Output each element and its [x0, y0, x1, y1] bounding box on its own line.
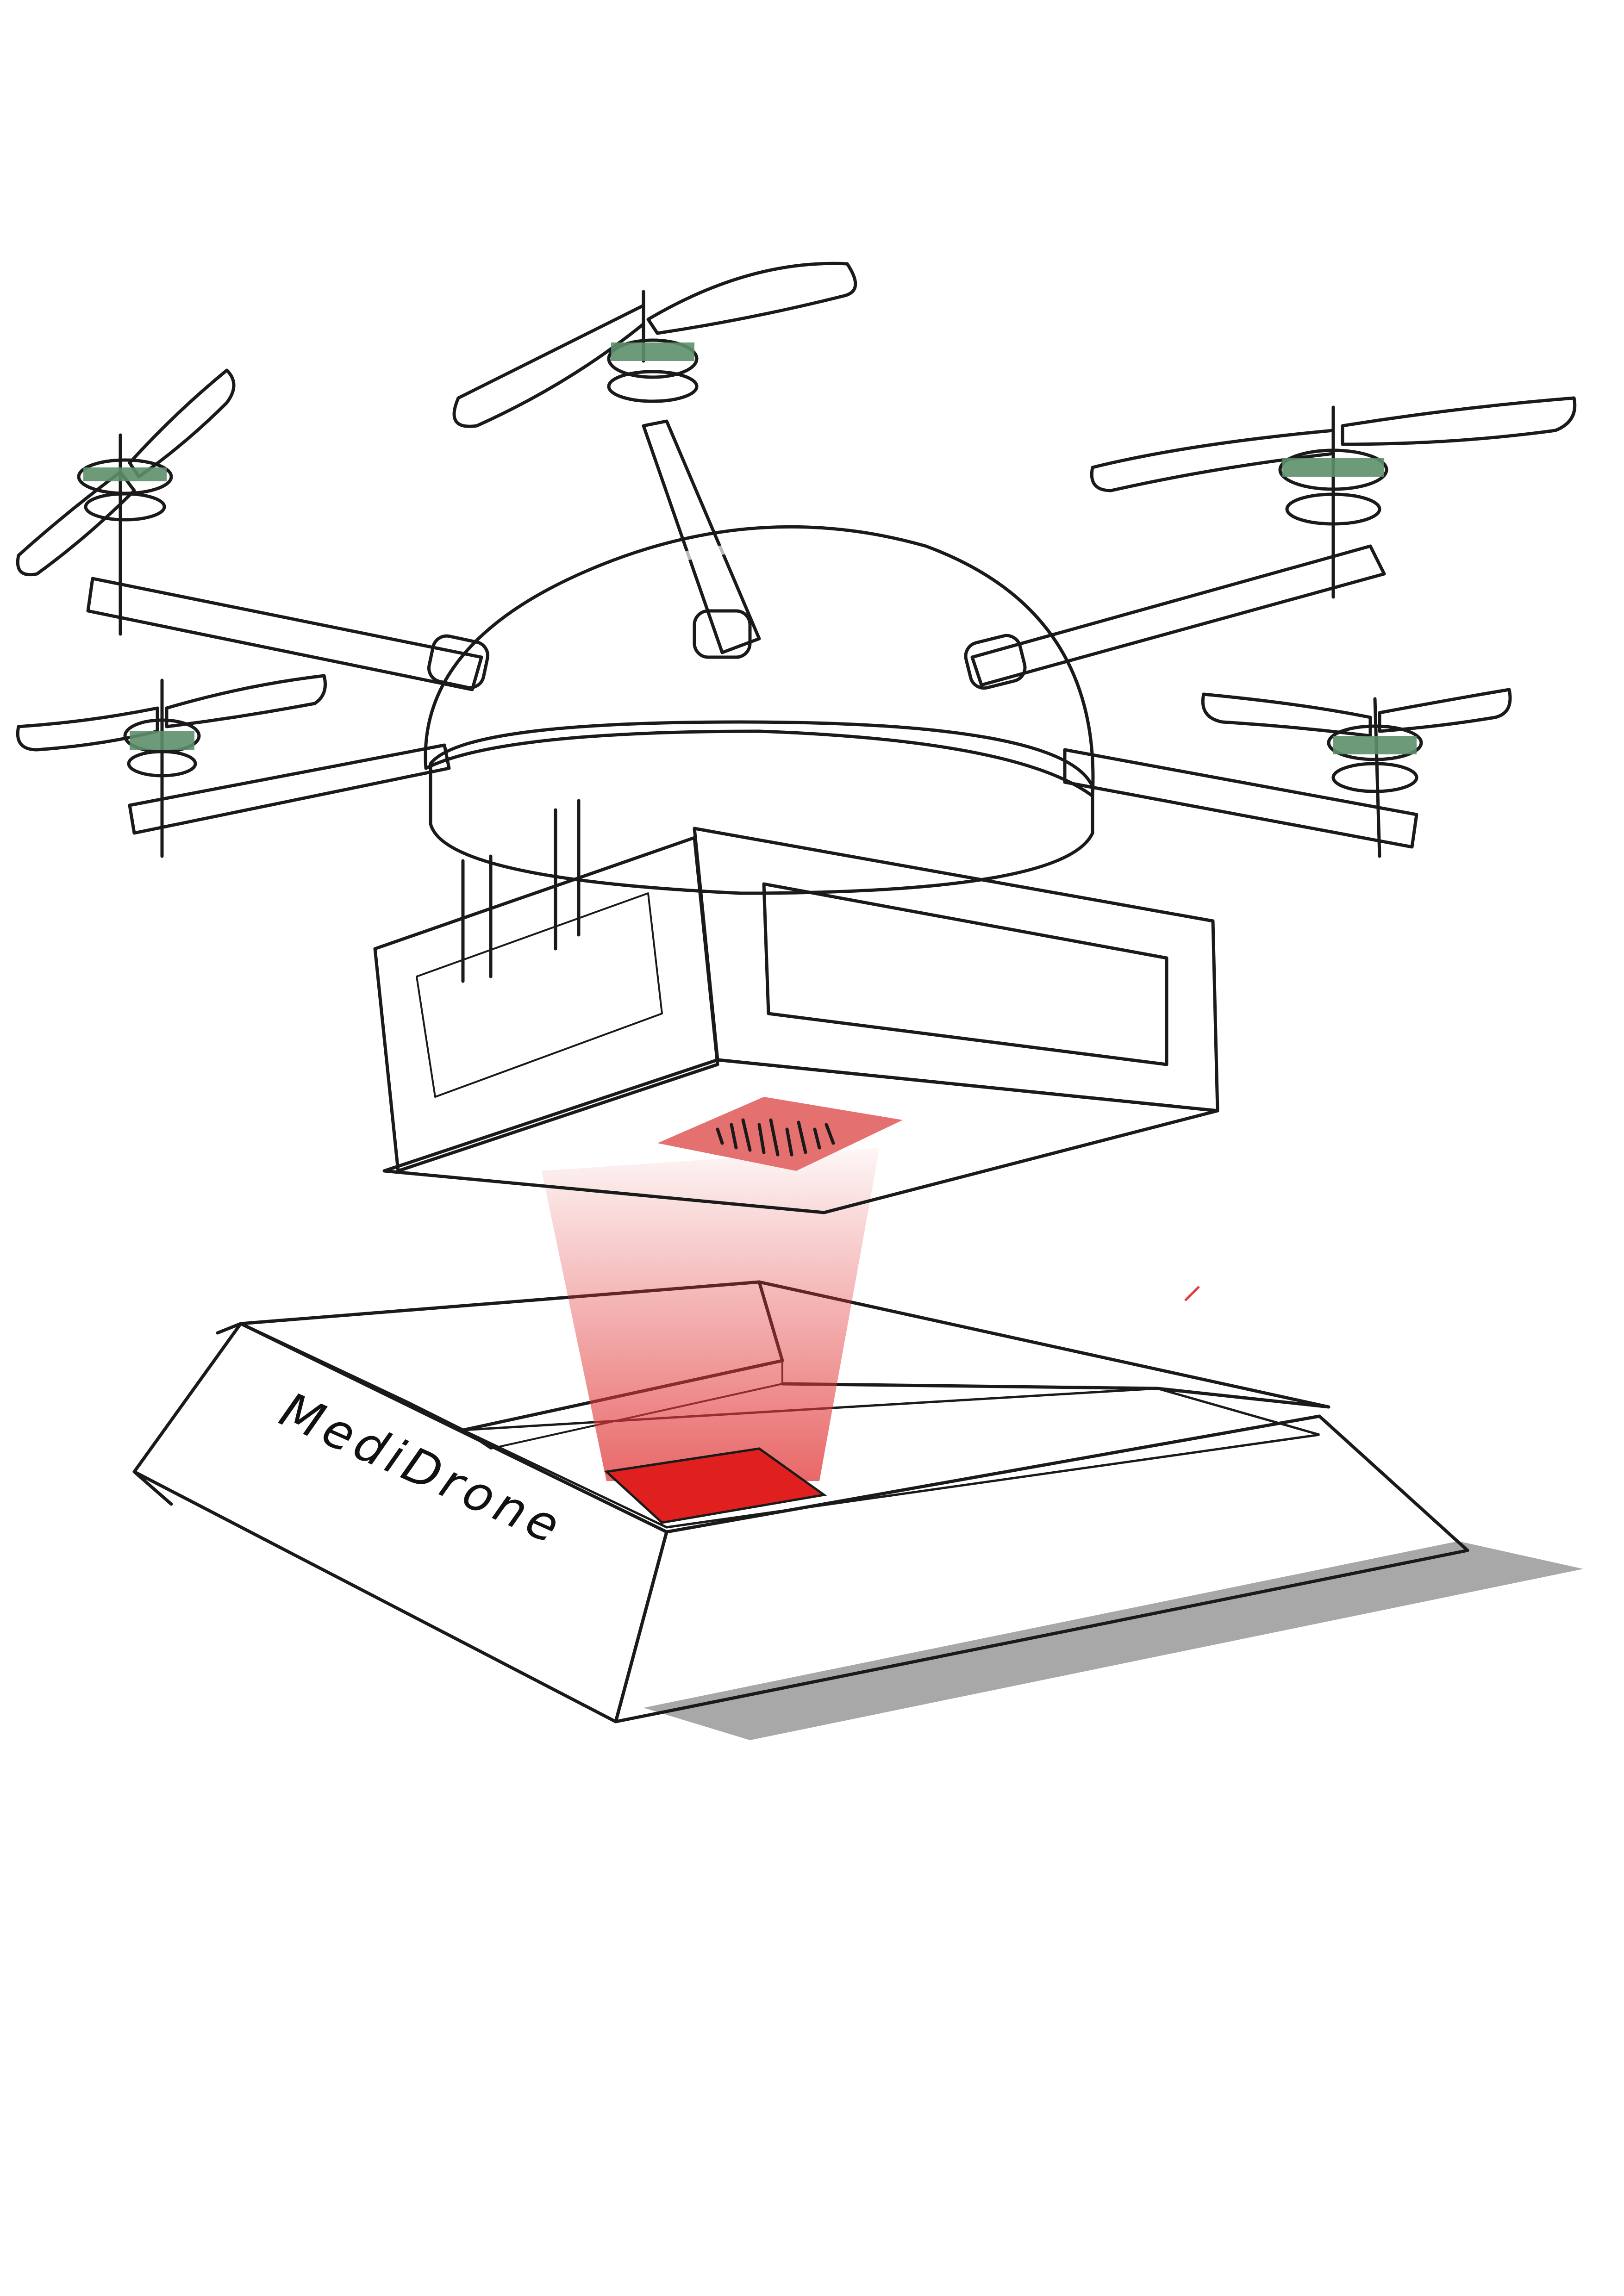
scanner-beam [542, 1148, 880, 1524]
payload-front-window [762, 882, 1168, 1066]
box-shadow [643, 1541, 1583, 1740]
payload-left-window [416, 892, 663, 1098]
barcode-icon [657, 1097, 903, 1171]
target-pad [604, 1447, 827, 1524]
brand-label: MediDrone [272, 1381, 572, 1556]
arm-left-lower [128, 743, 451, 835]
payload-underside [382, 1058, 1219, 1214]
arm-right-upper [970, 544, 1386, 687]
arm-left-upper [86, 577, 483, 691]
propeller-icon [452, 261, 857, 428]
drone-canopy [424, 525, 1095, 798]
arm-top [642, 419, 761, 654]
box-inner-floor [462, 1387, 1320, 1529]
arm-right-lower [1063, 748, 1418, 849]
payload-container [373, 799, 1219, 1214]
motor-top-right [1278, 448, 1388, 491]
drone-icon [424, 525, 1095, 895]
propeller-icon [1090, 396, 1577, 599]
motor-top [607, 338, 699, 379]
drone-arms [86, 419, 1418, 849]
drone-skirt [429, 720, 1094, 895]
package-icon: MediDrone [132, 1280, 1583, 1740]
propeller-icon [16, 674, 327, 858]
propeller-icon [1201, 688, 1512, 858]
motor-right-lower [1327, 724, 1423, 761]
propeller-icon [16, 368, 236, 636]
box-front-flap [614, 1414, 1469, 1724]
